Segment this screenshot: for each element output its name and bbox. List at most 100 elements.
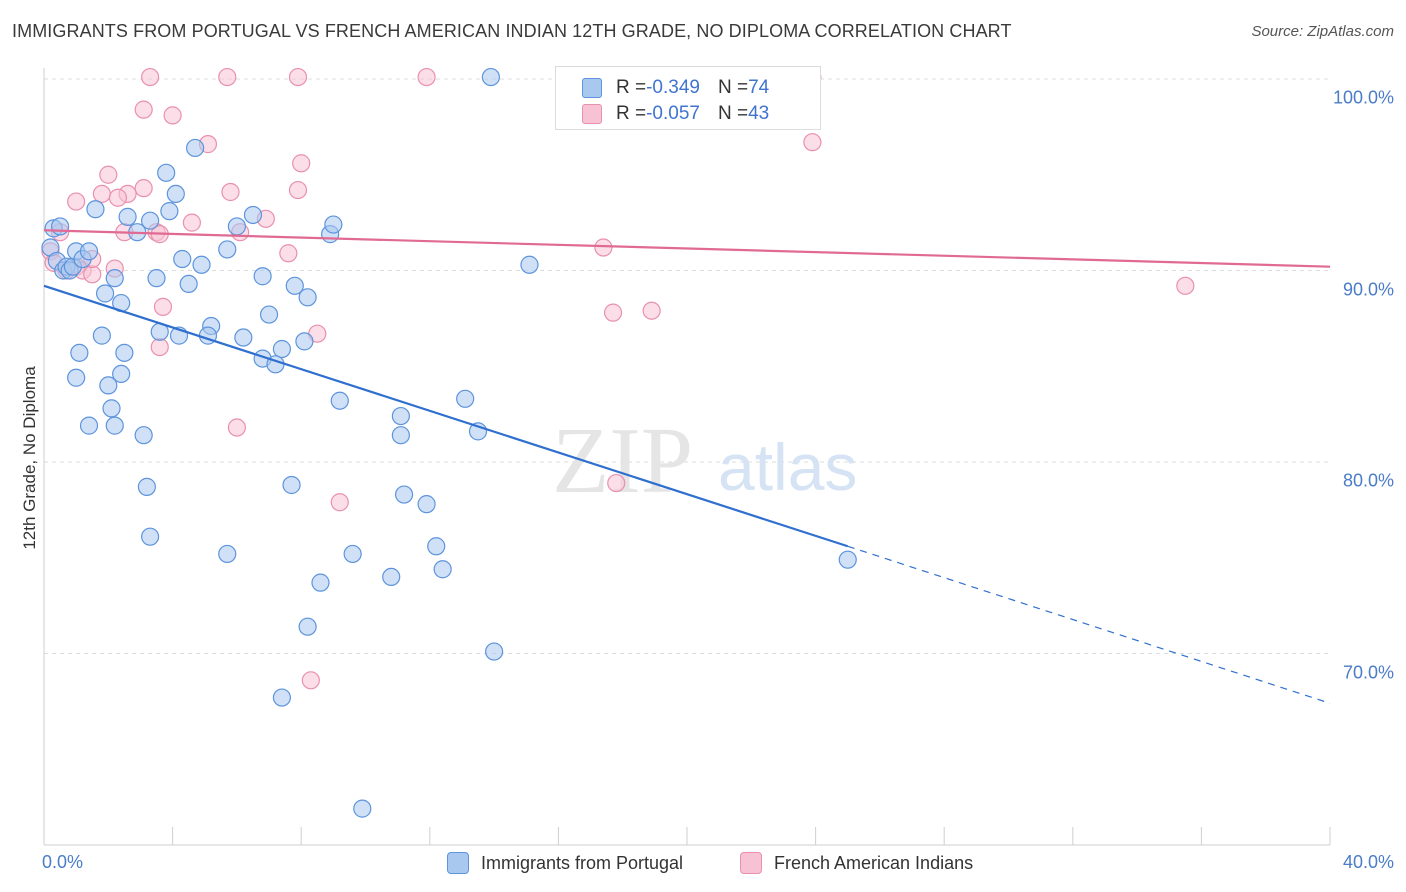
data-point-portugal bbox=[272, 339, 292, 359]
y-tick-label: 90.0% bbox=[1342, 279, 1394, 299]
data-point-portugal bbox=[112, 364, 131, 384]
data-point-portugal bbox=[192, 255, 211, 274]
data-point-portugal bbox=[282, 475, 301, 495]
data-point-french-american-indian bbox=[279, 244, 298, 263]
data-point-portugal bbox=[234, 328, 253, 347]
data-point-french-american-indian bbox=[218, 67, 237, 87]
data-point-french-american-indian bbox=[1176, 276, 1195, 295]
series-legend-french-american-indian[interactable]: French American Indians bbox=[740, 852, 973, 874]
data-point-portugal bbox=[520, 255, 539, 274]
data-point-french-american-indian bbox=[803, 133, 822, 152]
x-tick-max: 40.0% bbox=[1342, 852, 1394, 872]
trend-line-french-american-indian bbox=[43, 229, 1331, 268]
data-point-portugal bbox=[382, 567, 401, 587]
series-swatch-blue bbox=[447, 852, 469, 874]
data-point-portugal bbox=[166, 184, 185, 203]
data-point-portugal bbox=[394, 485, 414, 504]
data-point-portugal bbox=[157, 163, 176, 182]
data-point-portugal bbox=[86, 200, 105, 219]
data-point-portugal bbox=[118, 207, 137, 226]
legend-swatch-blue bbox=[582, 78, 602, 98]
data-point-portugal bbox=[253, 267, 272, 286]
data-point-portugal bbox=[324, 215, 343, 234]
legend-n-value: 74 bbox=[748, 77, 770, 98]
data-point-french-american-indian bbox=[140, 67, 160, 87]
legend-r-label: R = bbox=[616, 77, 647, 98]
data-point-french-american-indian bbox=[330, 493, 349, 512]
data-point-portugal bbox=[79, 416, 99, 435]
data-point-portugal bbox=[179, 274, 198, 294]
series-legend-portugal[interactable]: Immigrants from Portugal bbox=[447, 852, 683, 874]
data-point-portugal bbox=[456, 389, 475, 408]
y-tick-label: 70.0% bbox=[1342, 662, 1394, 682]
data-point-french-american-indian bbox=[99, 165, 118, 184]
data-point-french-american-indian bbox=[67, 192, 86, 211]
legend-n-value: 43 bbox=[748, 103, 770, 124]
watermark-atlas: atlas bbox=[718, 430, 857, 504]
data-point-french-american-indian bbox=[221, 182, 240, 202]
data-point-portugal bbox=[218, 544, 237, 564]
data-point-french-american-indian bbox=[607, 473, 626, 493]
data-point-portugal bbox=[67, 368, 86, 387]
data-point-portugal bbox=[134, 426, 153, 445]
data-point-portugal bbox=[243, 205, 263, 225]
data-point-portugal bbox=[353, 799, 372, 818]
data-point-portugal bbox=[160, 202, 179, 221]
data-point-french-american-indian bbox=[288, 180, 308, 200]
legend-row-portugal: R = -0.349 N = 74 bbox=[582, 75, 769, 101]
data-point-french-american-indian bbox=[108, 188, 128, 207]
trend-line-portugal-extrapolated bbox=[847, 545, 1331, 704]
data-point-portugal bbox=[95, 284, 115, 303]
data-point-portugal bbox=[140, 527, 160, 546]
legend-r-value: -0.057 bbox=[646, 103, 700, 124]
data-point-portugal bbox=[285, 276, 304, 295]
legend-r-label: R = bbox=[616, 103, 647, 124]
data-point-french-american-indian bbox=[163, 106, 182, 125]
y-tick-label: 80.0% bbox=[1342, 470, 1394, 491]
data-point-portugal bbox=[218, 240, 237, 259]
series-swatch-pink bbox=[740, 852, 762, 874]
legend-n-label: N = bbox=[717, 103, 749, 124]
legend-swatch-pink bbox=[582, 104, 602, 124]
data-point-french-american-indian bbox=[227, 418, 246, 437]
series-legend: Immigrants from Portugal French American… bbox=[0, 852, 1406, 878]
data-point-portugal bbox=[186, 138, 205, 158]
data-point-french-american-indian bbox=[288, 67, 308, 87]
data-point-portugal bbox=[485, 642, 504, 661]
data-point-portugal bbox=[115, 343, 134, 362]
data-point-french-american-indian bbox=[594, 238, 613, 257]
legend-row-french-american-indian: R = -0.057 N = 43 bbox=[582, 101, 769, 127]
data-point-portugal bbox=[427, 537, 446, 556]
data-point-portugal bbox=[105, 269, 124, 288]
series-legend-label: Immigrants from Portugal bbox=[481, 852, 684, 873]
data-point-portugal bbox=[50, 217, 70, 236]
data-point-french-american-indian bbox=[642, 301, 661, 320]
data-point-portugal bbox=[137, 477, 156, 496]
series-legend-label: French American Indians bbox=[774, 852, 974, 873]
watermark-zip: ZIP bbox=[552, 409, 693, 513]
data-point-portugal bbox=[140, 211, 160, 230]
data-point-french-american-indian bbox=[134, 100, 153, 119]
data-point-portugal bbox=[295, 332, 314, 351]
data-point-portugal bbox=[391, 406, 410, 426]
chart-title: IMMIGRANTS FROM PORTUGAL VS FRENCH AMERI… bbox=[12, 21, 1012, 41]
source-label: Source: ZipAtlas.com bbox=[1251, 23, 1394, 40]
data-point-french-american-indian bbox=[134, 179, 153, 198]
data-point-french-american-indian bbox=[153, 297, 173, 316]
data-point-portugal bbox=[173, 249, 192, 269]
data-point-french-american-indian bbox=[92, 184, 111, 203]
data-point-french-american-indian bbox=[83, 265, 102, 284]
data-point-portugal bbox=[298, 288, 317, 307]
data-point-portugal bbox=[391, 426, 410, 445]
data-point-portugal bbox=[102, 399, 121, 418]
legend-r-value: -0.349 bbox=[646, 77, 700, 98]
data-point-portugal bbox=[298, 617, 317, 636]
x-tick-min: 0.0% bbox=[42, 852, 84, 872]
data-point-french-american-indian bbox=[292, 154, 311, 173]
data-point-portugal bbox=[481, 67, 500, 87]
data-point-portugal bbox=[838, 550, 857, 569]
data-point-portugal bbox=[227, 217, 246, 236]
data-point-french-american-indian bbox=[603, 303, 623, 322]
legend-n-label: N = bbox=[717, 77, 749, 98]
